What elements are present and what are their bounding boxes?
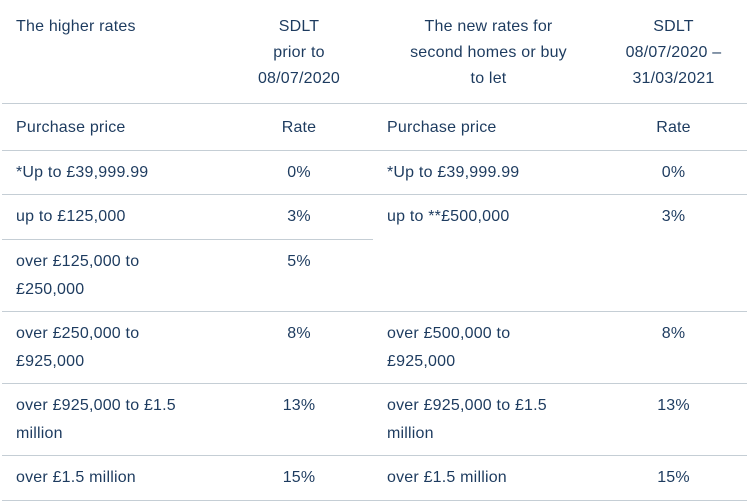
price-cell: over £1.5 million [373, 455, 600, 501]
rate-cell: 13% [600, 383, 747, 456]
price-cell: up to £125,000 [2, 194, 225, 240]
price-cell: *Up to £39,999.99 [373, 150, 600, 195]
table-title-row: The higher rates SDLT prior to 08/07/202… [2, 0, 747, 104]
rate-cell: 0% [600, 150, 747, 195]
right-price-column-header: Purchase price [373, 103, 600, 151]
table-row: up to £125,000 3% up to **£500,000 3% [2, 194, 747, 312]
left-rate-column-header: Rate [225, 103, 373, 151]
rate-cell: 5% [225, 239, 373, 312]
price-cell: up to **£500,000 [373, 194, 600, 312]
column-header-row: Purchase price Rate Purchase price Rate [2, 103, 747, 151]
right-table-title: The new rates for second homes or buy to… [373, 0, 600, 104]
price-cell: over £125,000 to £250,000 [2, 239, 225, 312]
left-table-title: The higher rates [2, 0, 225, 104]
price-cell: over £925,000 to £1.5 million [373, 383, 600, 456]
right-period-header: SDLT 08/07/2020 – 31/03/2021 [600, 0, 747, 104]
rate-cell: 0% [225, 150, 373, 195]
rate-cell: 13% [225, 383, 373, 456]
rate-cell: 15% [600, 455, 747, 501]
price-cell: over £925,000 to £1.5 million [2, 383, 225, 456]
rate-cell: 3% [600, 194, 747, 312]
rate-cell: 8% [225, 311, 373, 384]
right-rate-column-header: Rate [600, 103, 747, 151]
rate-cell: 15% [225, 455, 373, 501]
rate-cell: 3% [225, 194, 373, 240]
table-row: over £125,000 to £250,000 5% [2, 239, 747, 312]
left-price-column-header: Purchase price [2, 103, 225, 151]
table-row: over £925,000 to £1.5 million 13% over £… [2, 383, 747, 456]
table-row: over £250,000 to £925,000 8% over £500,0… [2, 311, 747, 384]
rate-cell: 8% [600, 311, 747, 384]
table-row: over £1.5 million 15% over £1.5 million … [2, 455, 747, 501]
price-cell: *Up to £39,999.99 [2, 150, 225, 195]
price-cell: over £250,000 to £925,000 [2, 311, 225, 384]
price-cell: over £1.5 million [2, 455, 225, 501]
table-row: *Up to £39,999.99 0% *Up to £39,999.99 0… [2, 150, 747, 195]
price-cell: over £500,000 to £925,000 [373, 311, 600, 384]
left-period-header: SDLT prior to 08/07/2020 [225, 0, 373, 104]
